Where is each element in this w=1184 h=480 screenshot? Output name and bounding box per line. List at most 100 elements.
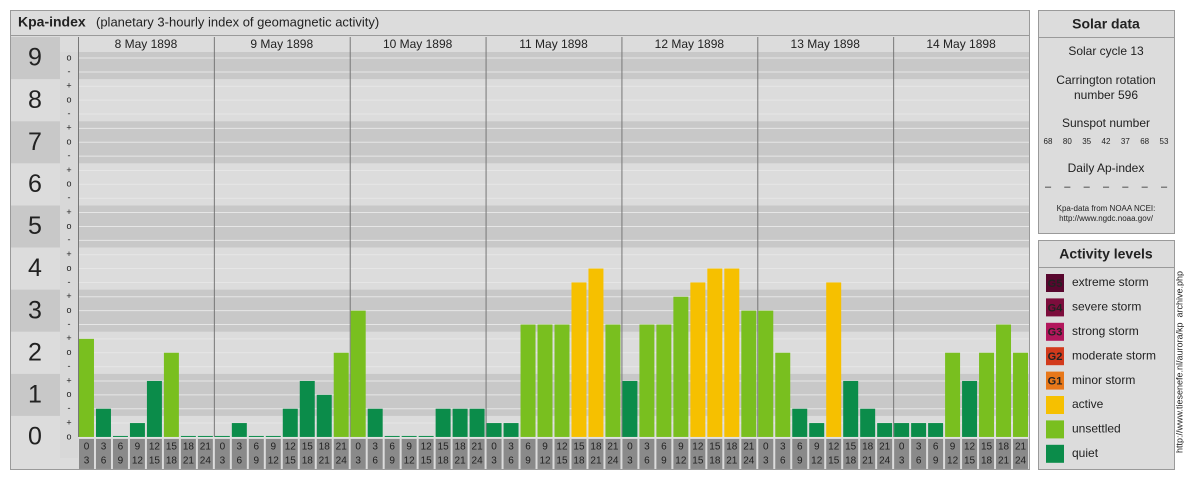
bar [639,324,655,437]
solar-value: – [1045,181,1052,193]
time-cell [605,438,621,469]
bar [571,282,587,437]
time-label: 15 [302,442,314,453]
time-cell [214,438,230,469]
bar [350,310,366,437]
time-cell [469,438,485,469]
time-label: 9 [389,456,395,467]
time-label: 3 [101,442,107,453]
y-tick-label: 2 [28,338,42,366]
y-label-cell [11,373,60,416]
time-label: 0 [84,442,90,453]
time-cell [945,438,961,469]
date-label: 12 May 1898 [655,37,725,51]
time-label: 6 [525,442,531,453]
time-label: 9 [406,442,412,453]
time-label: 21 [607,442,619,453]
time-label: 9 [661,456,667,467]
level-swatch [1046,298,1064,317]
time-label: 9 [135,442,141,453]
minor-tick-label: - [68,361,71,371]
time-cell [843,438,859,469]
time-label: 18 [981,456,993,467]
time-label: 18 [438,456,450,467]
level-badge: G1 [1048,376,1063,388]
bar [911,423,927,437]
time-label: 12 [675,456,687,467]
time-label: 0 [355,442,361,453]
time-label: 6 [101,456,107,467]
bar [316,394,332,437]
time-label: 9 [254,456,260,467]
minor-tick-label: - [68,151,71,161]
time-cell [826,438,842,469]
time-label: 9 [118,456,124,467]
bar [792,408,808,437]
date-label: 8 May 1898 [115,37,178,51]
time-cell [486,438,502,469]
bar [367,408,383,437]
bar [826,282,842,437]
bar [622,380,638,437]
bar [231,423,247,437]
time-cell [435,438,451,469]
levels-header [1038,240,1175,268]
solar-value: 35 [1082,137,1091,146]
time-label: 15 [438,442,450,453]
bar [197,435,213,437]
time-label: 9 [950,442,956,453]
minor-tick-label: - [68,235,71,245]
y-tick-label: 1 [28,380,42,408]
time-cell [622,438,638,469]
time-label: 21 [472,442,484,453]
solar-value: – [1122,181,1129,193]
minor-tick-label: o [66,179,71,189]
time-cell [129,438,145,469]
time-cell [588,438,604,469]
level-swatch [1046,371,1064,390]
time-label: 3 [780,442,786,453]
y-tick-label: 0 [28,423,42,451]
minor-tick-label: + [66,249,71,259]
time-cell [316,438,332,469]
time-label: 3 [916,442,922,453]
bar [605,324,621,437]
y-label-cell [11,289,60,332]
time-cell [265,438,281,469]
minor-tick-label: - [68,66,71,76]
bar [520,324,536,437]
time-label: 9 [271,442,277,453]
y-tick-label: 4 [28,254,42,282]
time-label: 18 [998,442,1010,453]
level-label: minor storm [1072,373,1135,387]
time-label: 24 [472,456,484,467]
time-label: 12 [285,442,297,453]
carrington: number 596 [1074,88,1138,102]
time-cell [928,438,944,469]
time-label: 3 [508,442,514,453]
time-label: 15 [573,442,585,453]
date-label: 14 May 1898 [926,37,996,51]
time-label: 15 [828,456,840,467]
time-cell [163,438,179,469]
solar-title: Solar data [1072,16,1140,32]
date-header [60,37,1029,52]
bar [146,380,162,437]
time-label: 3 [627,456,633,467]
time-cell [775,438,791,469]
level-label: unsettled [1072,422,1121,436]
time-label: 21 [998,456,1010,467]
bar [384,435,400,437]
time-label: 6 [118,442,124,453]
time-label: 15 [556,456,568,467]
time-label: 6 [916,456,922,467]
time-cell [1013,438,1028,469]
time-label: 18 [319,442,331,453]
time-cell [146,438,162,469]
y-tick-label: 7 [28,128,42,156]
date-label: 11 May 1898 [519,37,588,51]
time-cell [95,438,111,469]
time-label: 21 [455,456,467,467]
minor-tick-label: + [66,123,71,133]
